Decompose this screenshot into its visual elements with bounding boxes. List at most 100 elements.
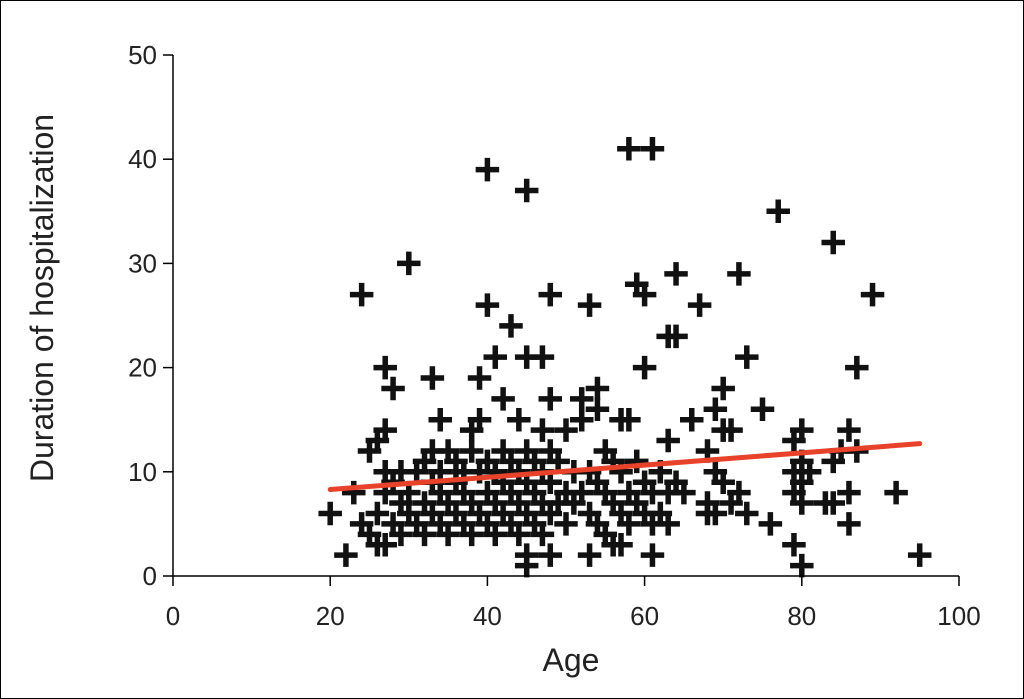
data-point [884, 480, 908, 505]
data-point [420, 366, 445, 390]
data-point [672, 480, 696, 505]
data-point [459, 522, 484, 547]
data-point [695, 439, 720, 463]
x-tick-label: 60 [630, 601, 659, 631]
data-point [735, 345, 759, 369]
x-tick-label: 20 [316, 601, 345, 631]
data-point [797, 460, 822, 484]
data-point [397, 480, 421, 505]
data-point [514, 553, 539, 578]
data-point [907, 543, 932, 567]
data-point [412, 522, 437, 547]
data-point [821, 491, 845, 515]
data-point [373, 532, 397, 557]
data-point [530, 522, 555, 547]
data-point [507, 407, 531, 432]
data-point [577, 543, 602, 567]
data-point [687, 293, 712, 317]
data-point [790, 491, 814, 515]
data-point [475, 293, 500, 317]
data-point [467, 407, 492, 432]
data-points [318, 137, 932, 578]
trend-line [327, 441, 923, 493]
data-point [656, 512, 680, 536]
data-point [790, 553, 814, 578]
data-point [664, 324, 688, 349]
data-point [389, 522, 413, 547]
data-point [554, 512, 578, 536]
x-axis-ticks: 0 20 40 60 80 100 [166, 576, 981, 631]
x-tick-label: 80 [787, 601, 816, 631]
y-tick-label: 50 [128, 40, 157, 70]
data-point [750, 397, 775, 422]
data-point [436, 522, 460, 547]
data-point [617, 512, 641, 536]
data-point [711, 470, 735, 494]
data-point [837, 512, 861, 536]
data-point [373, 355, 397, 380]
data-point [790, 418, 814, 442]
data-point [640, 137, 665, 161]
data-point [758, 512, 783, 536]
data-point [334, 543, 358, 567]
data-point [719, 418, 743, 442]
data-point [617, 137, 641, 161]
data-point [735, 501, 759, 526]
data-point [397, 251, 421, 276]
data-point [373, 418, 397, 442]
data-point [711, 376, 735, 401]
data-point [664, 262, 688, 286]
data-point [530, 418, 555, 442]
data-point [845, 355, 869, 380]
data-point [514, 178, 539, 203]
data-point [569, 480, 594, 505]
x-tick-label: 0 [166, 601, 180, 631]
data-point [585, 397, 610, 422]
data-point [365, 501, 390, 526]
data-point [569, 387, 594, 411]
x-tick-label: 100 [937, 601, 980, 631]
data-point [491, 387, 515, 411]
data-point [821, 230, 845, 255]
data-point [507, 522, 531, 547]
data-point [703, 501, 728, 526]
data-point [538, 470, 563, 494]
data-point [837, 480, 861, 505]
y-tick-label: 10 [128, 457, 157, 487]
data-point [538, 387, 563, 411]
data-point [656, 428, 680, 453]
data-point [632, 355, 657, 380]
data-point [766, 199, 790, 224]
y-axis-ticks: 0 10 20 30 40 50 [128, 40, 173, 591]
data-point [727, 262, 751, 286]
data-point [554, 418, 578, 442]
data-point [680, 407, 704, 432]
y-axis-title: Duration of hospitalization [24, 114, 60, 482]
data-point [530, 345, 555, 369]
x-tick-label: 40 [473, 601, 502, 631]
y-tick-label: 20 [128, 353, 157, 383]
data-point [467, 366, 492, 390]
y-tick-label: 0 [143, 561, 157, 591]
data-point [538, 543, 563, 567]
data-point [499, 314, 523, 338]
data-point [727, 480, 751, 505]
data-point [577, 293, 602, 317]
data-point [475, 157, 500, 182]
data-point [318, 501, 342, 526]
data-point [617, 407, 641, 432]
y-tick-label: 40 [128, 144, 157, 174]
data-point [538, 282, 563, 307]
data-point [640, 543, 665, 567]
data-point [703, 397, 728, 422]
data-point [585, 376, 610, 401]
y-tick-label: 30 [128, 248, 157, 278]
data-point [569, 407, 594, 432]
data-point [483, 522, 508, 547]
x-axis-title: Age [543, 642, 600, 678]
data-point [459, 439, 484, 463]
data-point [860, 282, 885, 307]
data-point [381, 376, 405, 401]
